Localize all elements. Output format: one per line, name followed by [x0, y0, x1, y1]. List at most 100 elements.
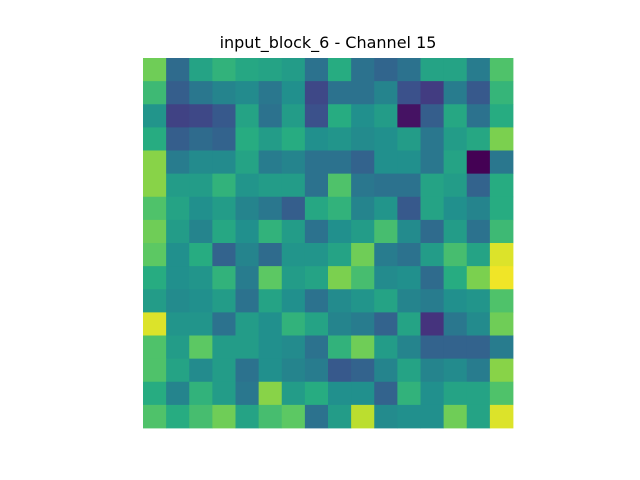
heatmap-cell-r0-c1	[166, 58, 190, 82]
heatmap-cell-r12-c11	[397, 335, 421, 360]
heatmap-cell-r13-c13	[443, 358, 468, 383]
heatmap-cell-r3-c8	[328, 127, 352, 151]
heatmap-cell-r2-c10	[374, 104, 398, 128]
heatmap-cell-r5-c15	[489, 173, 514, 198]
heatmap-cell-r14-c12	[420, 381, 445, 406]
heatmap-cell-r2-c0	[143, 104, 167, 128]
heatmap-cell-r2-c6	[281, 104, 306, 128]
heatmap-cell-r5-c12	[420, 173, 445, 198]
heatmap-cell-r2-c5	[258, 104, 283, 128]
heatmap-cell-r1-c5	[258, 81, 283, 105]
heatmap-cell-r2-c11	[397, 104, 421, 128]
heatmap-cell-r1-c6	[281, 81, 306, 105]
heatmap-cell-r6-c3	[212, 196, 236, 221]
heatmap-cell-r13-c6	[281, 358, 306, 383]
heatmap-cell-r14-c7	[304, 381, 329, 406]
heatmap-cell-r5-c11	[397, 173, 421, 198]
heatmap-cell-r6-c9	[351, 196, 375, 221]
heatmap-cell-r6-c15	[489, 196, 514, 221]
heatmap-cell-r13-c1	[166, 358, 190, 383]
heatmap-cell-r9-c15	[489, 266, 514, 290]
heatmap-cell-r13-c8	[328, 358, 352, 383]
heatmap-cell-r2-c3	[212, 104, 236, 128]
heatmap-cell-r13-c4	[235, 358, 260, 383]
heatmap-cell-r13-c5	[258, 358, 283, 383]
heatmap-cell-r9-c12	[420, 266, 445, 290]
heatmap-cell-r1-c9	[351, 81, 375, 105]
heatmap-cell-r11-c11	[397, 312, 421, 336]
heatmap-cell-r11-c3	[212, 312, 236, 336]
heatmap-cell-r14-c3	[212, 381, 236, 406]
heatmap-cell-r4-c7	[304, 150, 329, 175]
heatmap-cell-r5-c2	[189, 173, 213, 198]
heatmap-cell-r14-c2	[189, 381, 213, 406]
heatmap-cell-r11-c5	[258, 312, 283, 336]
heatmap-cell-r6-c8	[328, 196, 352, 221]
heatmap-cell-r14-c10	[374, 381, 398, 406]
heatmap-cell-r5-c0	[143, 173, 167, 198]
heatmap-cell-r0-c0	[143, 58, 167, 82]
heatmap-cell-r5-c3	[212, 173, 236, 198]
heatmap-cell-r8-c7	[304, 243, 329, 267]
heatmap-cell-r1-c11	[397, 81, 421, 105]
heatmap-cell-r14-c15	[489, 381, 514, 406]
heatmap-cells	[143, 58, 514, 429]
heatmap-cell-r4-c3	[212, 150, 236, 175]
heatmap-cell-r9-c10	[374, 266, 398, 290]
heatmap-cell-r3-c6	[281, 127, 306, 151]
heatmap-cell-r0-c11	[397, 58, 421, 82]
heatmap-cell-r4-c2	[189, 150, 213, 175]
heatmap-cell-r11-c9	[351, 312, 375, 336]
heatmap-cell-r0-c3	[212, 58, 236, 82]
heatmap-cell-r10-c14	[466, 289, 491, 313]
heatmap-cell-r10-c0	[143, 289, 167, 313]
heatmap-cell-r6-c11	[397, 196, 421, 221]
heatmap-cell-r7-c6	[281, 219, 306, 244]
heatmap-cell-r11-c0	[143, 312, 167, 336]
heatmap-cell-r11-c13	[443, 312, 468, 336]
heatmap-cell-r5-c6	[281, 173, 306, 198]
heatmap-cell-r12-c2	[189, 335, 213, 360]
heatmap-cell-r3-c2	[189, 127, 213, 151]
heatmap-cell-r12-c5	[258, 335, 283, 360]
heatmap-cell-r3-c9	[351, 127, 375, 151]
heatmap-cell-r15-c12	[420, 404, 445, 429]
heatmap-cell-r1-c0	[143, 81, 167, 105]
heatmap-cell-r15-c14	[466, 404, 491, 429]
heatmap-cell-r1-c12	[420, 81, 445, 105]
heatmap-cell-r0-c4	[235, 58, 260, 82]
heatmap-cell-r0-c12	[420, 58, 445, 82]
heatmap-cell-r5-c9	[351, 173, 375, 198]
heatmap-cell-r6-c10	[374, 196, 398, 221]
heatmap-cell-r8-c12	[420, 243, 445, 267]
heatmap-cell-r8-c8	[328, 243, 352, 267]
heatmap-cell-r9-c11	[397, 266, 421, 290]
heatmap-cell-r2-c9	[351, 104, 375, 128]
heatmap-cell-r8-c10	[374, 243, 398, 267]
heatmap-cell-r3-c5	[258, 127, 283, 151]
heatmap-cell-r9-c4	[235, 266, 260, 290]
heatmap-cell-r12-c8	[328, 335, 352, 360]
heatmap-cell-r7-c10	[374, 219, 398, 244]
heatmap-cell-r1-c13	[443, 81, 468, 105]
heatmap-cell-r9-c13	[443, 266, 468, 290]
heatmap-cell-r14-c6	[281, 381, 306, 406]
heatmap-cell-r6-c6	[281, 196, 306, 221]
heatmap-cell-r4-c1	[166, 150, 190, 175]
heatmap-cell-r5-c14	[466, 173, 491, 198]
heatmap-cell-r0-c15	[489, 58, 514, 82]
heatmap-cell-r14-c5	[258, 381, 283, 406]
heatmap-cell-r7-c1	[166, 219, 190, 244]
heatmap-cell-r7-c4	[235, 219, 260, 244]
heatmap-cell-r1-c4	[235, 81, 260, 105]
heatmap-cell-r9-c1	[166, 266, 190, 290]
heatmap-cell-r10-c13	[443, 289, 468, 313]
heatmap-cell-r11-c7	[304, 312, 329, 336]
heatmap-cell-r12-c1	[166, 335, 190, 360]
heatmap-cell-r3-c15	[489, 127, 514, 151]
heatmap-cell-r7-c13	[443, 219, 468, 244]
heatmap-cell-r5-c1	[166, 173, 190, 198]
heatmap-cell-r10-c8	[328, 289, 352, 313]
heatmap-cell-r15-c11	[397, 404, 421, 429]
heatmap-cell-r9-c9	[351, 266, 375, 290]
